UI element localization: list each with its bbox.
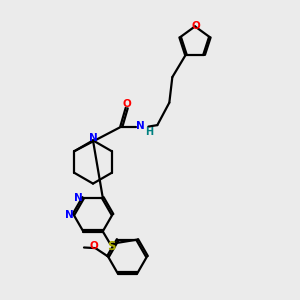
Text: O: O — [89, 241, 98, 251]
Text: O: O — [191, 21, 200, 31]
Text: N: N — [74, 193, 83, 202]
Text: S: S — [107, 240, 116, 253]
Text: N: N — [88, 133, 98, 143]
Text: N: N — [136, 121, 145, 131]
Text: N: N — [64, 209, 74, 220]
Text: O: O — [122, 99, 131, 110]
Text: H: H — [145, 127, 153, 137]
